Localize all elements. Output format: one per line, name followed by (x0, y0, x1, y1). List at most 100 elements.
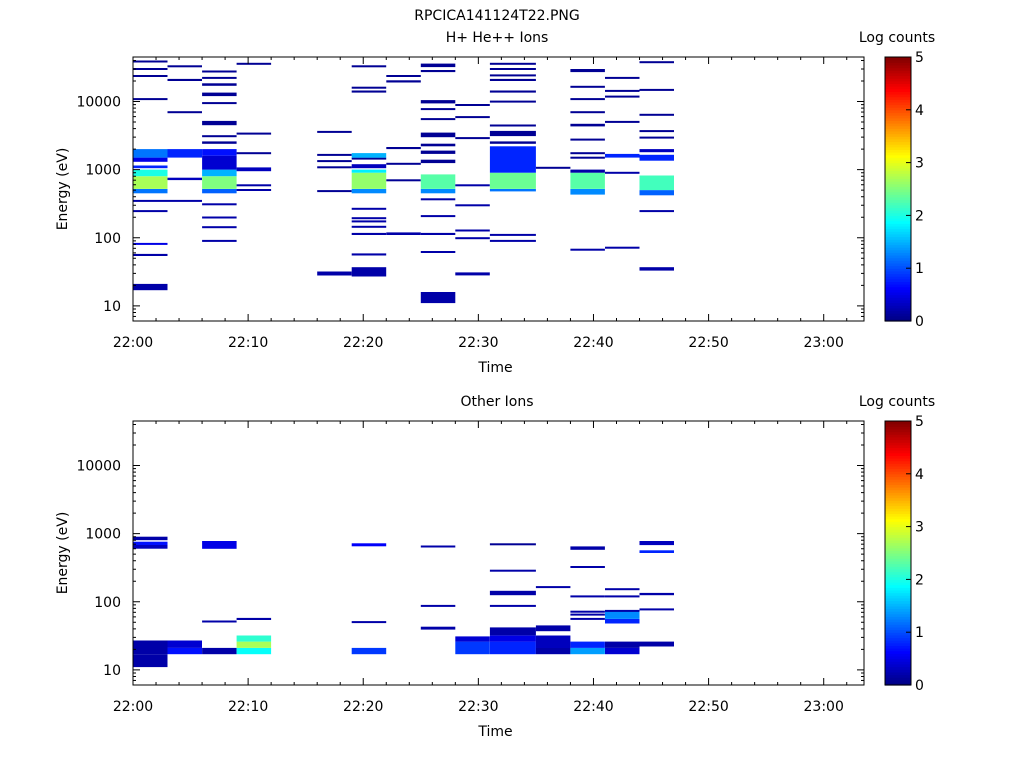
colorbar-tick-label: 0 (915, 314, 924, 330)
colorbar-segment (885, 152, 911, 156)
heatmap-cell (202, 120, 237, 126)
heatmap-cell (386, 179, 421, 182)
colorbar-segment (885, 502, 911, 507)
heatmap-cell (351, 157, 387, 160)
heatmap-cell (570, 69, 605, 73)
colorbar-segment (885, 252, 911, 256)
colorbar-segment (885, 125, 911, 129)
colorbar-segment (885, 595, 911, 599)
heatmap-cell (605, 647, 640, 655)
heatmap-cell (605, 609, 640, 612)
heatmap-cell (489, 189, 536, 192)
heatmap-cell (570, 189, 605, 195)
colorbar-segment (885, 91, 911, 95)
heatmap-cell (133, 199, 168, 202)
colorbar-segment (885, 674, 911, 678)
heatmap-cells (133, 60, 674, 304)
colorbar-segment (885, 463, 911, 467)
x-tick-label: 22:40 (573, 699, 613, 715)
colorbar: 0 1 2 3 4 5 Log counts (859, 30, 935, 330)
colorbar-segment (885, 603, 911, 607)
colorbar-segment (885, 88, 911, 92)
colorbar-segment (885, 566, 911, 570)
colorbar-tick-label: 0 (915, 678, 924, 694)
x-tick-label: 23:00 (804, 699, 844, 715)
heatmap-cell (317, 166, 352, 169)
colorbar-segment (885, 265, 911, 269)
heatmap-cell (236, 617, 272, 620)
heatmap-cell (455, 272, 490, 276)
heatmap-cells (133, 536, 674, 668)
colorbar-segment (885, 489, 911, 493)
colorbar-segment (885, 648, 911, 652)
heatmap-cell (605, 89, 640, 92)
colorbar-segment (885, 86, 911, 90)
heatmap-cell (133, 60, 168, 63)
colorbar-segment (885, 471, 911, 475)
colorbar-segment (885, 318, 911, 322)
heatmap-cell (351, 189, 387, 194)
heatmap-cell (639, 88, 674, 91)
heatmap-cell (202, 620, 237, 623)
heatmap-cell (455, 184, 490, 187)
colorbar-segment (885, 149, 911, 153)
heatmap-cell (605, 246, 640, 249)
x-tick-label: 22:20 (343, 699, 383, 715)
colorbar-segment (885, 255, 911, 259)
colorbar-segment (885, 202, 911, 206)
colorbar-tick-label: 5 (915, 414, 924, 430)
heatmap-cell (202, 239, 237, 242)
colorbar-segment (885, 59, 911, 63)
colorbar-segment (885, 521, 911, 525)
heatmap-cell (489, 239, 536, 242)
heatmap-cell (202, 647, 237, 655)
colorbar-segment (885, 181, 911, 185)
heatmap-cell (420, 118, 456, 121)
heatmap-cell (570, 546, 605, 550)
colorbar-segment (885, 244, 911, 248)
heatmap-cell (317, 190, 352, 193)
colorbar-segment (885, 534, 911, 538)
heatmap-cell (455, 137, 490, 140)
colorbar-tick-label: 2 (915, 208, 924, 224)
x-tick-label: 22:30 (458, 699, 498, 715)
colorbar-segment (885, 315, 911, 319)
colorbar-segment (885, 616, 911, 620)
heatmap-cell (605, 95, 640, 98)
heatmap-cell (639, 190, 674, 196)
heatmap-cell (167, 199, 202, 202)
colorbar-segment (885, 473, 911, 478)
heatmap-cell (570, 617, 605, 620)
y-tick-label: 100 (94, 231, 121, 247)
colorbar-tick-label: 2 (915, 572, 924, 588)
colorbar-segment (885, 104, 911, 108)
heatmap-cell (236, 641, 272, 648)
heatmap-cell (570, 566, 605, 568)
heatmap-cell (351, 172, 387, 189)
heatmap-cell (535, 647, 571, 655)
colorbar-segment (885, 189, 911, 193)
colorbar-segment (885, 167, 911, 172)
colorbar-segment (885, 199, 911, 203)
heatmap-cell (133, 210, 168, 213)
colorbar-segment (885, 560, 911, 565)
x-tick-label: 22:00 (113, 335, 153, 351)
colorbar-segment (885, 236, 911, 240)
heatmap-cell (133, 98, 168, 101)
heatmap-cell (570, 641, 605, 648)
heatmap-cell (420, 150, 456, 154)
colorbar-segment (885, 545, 911, 549)
heatmap-cell (489, 124, 536, 127)
colorbar-segment (885, 310, 911, 314)
colorbar-segment (885, 228, 911, 232)
colorbar-segment (885, 513, 911, 517)
colorbar-segment (885, 194, 911, 198)
colorbar-segment (885, 579, 911, 583)
colorbar-segment (885, 642, 911, 646)
heatmap-cell (133, 189, 168, 194)
heatmap-cell (639, 136, 674, 139)
colorbar-segment (885, 305, 911, 309)
colorbar-segment (885, 682, 911, 686)
heatmap-cell (420, 143, 456, 147)
colorbar-segment (885, 539, 911, 544)
